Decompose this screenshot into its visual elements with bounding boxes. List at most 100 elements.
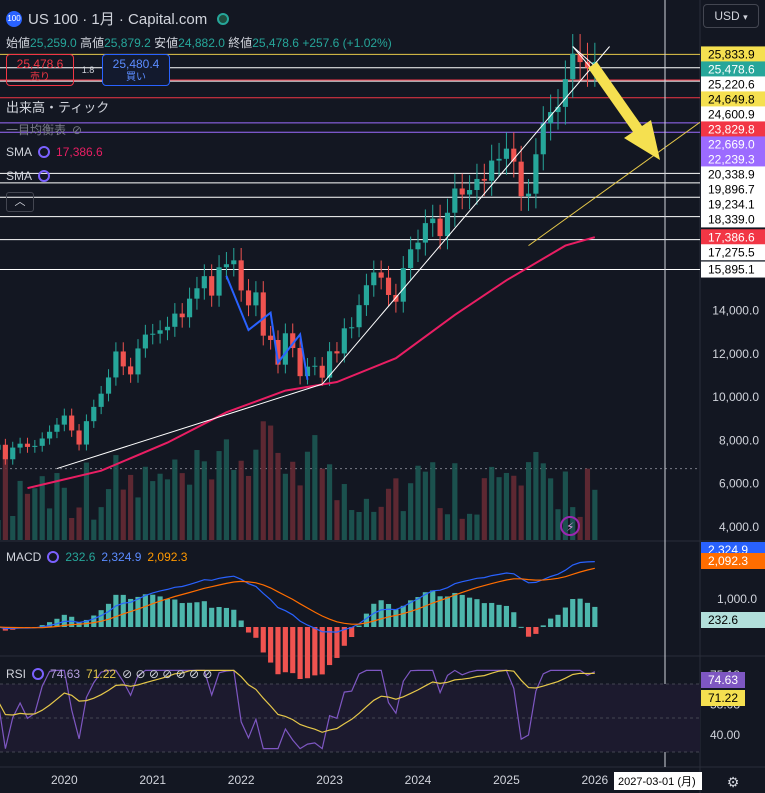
macd-label: MACD xyxy=(6,550,42,564)
candle-body xyxy=(444,212,451,237)
volume-legend[interactable]: 出来高・ティック xyxy=(6,97,109,116)
volume-bar xyxy=(10,515,16,540)
macd-histogram-bar xyxy=(341,627,347,646)
macd-histogram-bar xyxy=(164,598,171,627)
currency-select[interactable]: USD ▾ xyxy=(703,4,759,28)
volume-bar xyxy=(349,510,355,540)
volume-bar xyxy=(437,508,443,540)
macd-histogram-bar xyxy=(474,599,480,627)
price-level-tag xyxy=(701,244,765,261)
macd-histogram-bar xyxy=(349,627,355,638)
macd-histogram-bar xyxy=(238,620,244,627)
sell-button[interactable]: 25,478.6 売り xyxy=(6,54,74,86)
volume-bar xyxy=(408,483,414,540)
macd-histogram-bar xyxy=(489,602,495,627)
time-tick-label: 2022 xyxy=(228,773,255,787)
close-value: 25,478.6 xyxy=(252,36,299,50)
candle-body xyxy=(437,218,443,237)
price-tick-label: 10,000.0 xyxy=(712,390,759,404)
volume-bar xyxy=(24,493,31,540)
candle-body xyxy=(260,292,266,336)
rsi-tag-label: 74.63 xyxy=(708,673,738,687)
macd-histogram-bar xyxy=(393,609,399,627)
collapse-legend[interactable]: ︿ xyxy=(6,192,34,212)
macd-histogram-bar xyxy=(231,609,237,627)
macd-histogram-bar xyxy=(69,616,75,627)
candle-body xyxy=(570,53,576,80)
macd-histogram-bar xyxy=(282,627,288,673)
rsi-label: RSI xyxy=(6,667,27,681)
macd-histogram-bar xyxy=(496,604,502,627)
volume-bar xyxy=(2,455,8,540)
volume-bar xyxy=(83,462,89,540)
macd-legend[interactable]: MACD 232.6 2,324.9 2,092.3 xyxy=(6,550,187,564)
symbol-header[interactable]: 100 US 100 · 1月 · Capital.com xyxy=(6,8,230,29)
price-level-tag xyxy=(701,61,765,78)
price-level-tag xyxy=(701,76,765,93)
candle-body xyxy=(223,264,229,268)
volume-bar xyxy=(105,489,112,540)
volume-bar xyxy=(32,488,38,540)
candle-body xyxy=(290,333,296,349)
volume-bar xyxy=(481,478,487,540)
candle-body xyxy=(76,430,82,445)
volume-bar xyxy=(245,475,252,540)
volume-bar xyxy=(260,421,266,540)
volume-bar xyxy=(503,472,509,540)
chevron-up-icon[interactable]: ︿ xyxy=(6,192,34,212)
macd-hist-value: 232.6 xyxy=(65,550,96,564)
candle-body xyxy=(511,148,517,162)
candle-body xyxy=(238,260,244,291)
rsi-ma-value: 71.22 xyxy=(86,667,117,681)
sma2-legend[interactable]: SMA xyxy=(6,169,51,183)
refresh-icon[interactable] xyxy=(32,668,45,680)
candle-body xyxy=(408,249,414,269)
rsi-legend[interactable]: RSI 74.63 71.22 ⊘ ⊘ ⊘ ⊘ ⊘ ⊘ ⊘ xyxy=(6,667,212,681)
candle-body xyxy=(179,313,185,318)
refresh-icon[interactable] xyxy=(47,551,60,563)
refresh-icon[interactable] xyxy=(38,170,51,182)
ichimoku-legend[interactable]: 一目均衡表 ⊘ xyxy=(6,121,82,138)
candle-body xyxy=(135,348,141,375)
macd-tag-label: 2,092.3 xyxy=(708,554,748,568)
sma1-label: SMA xyxy=(6,145,33,159)
candle-body xyxy=(327,351,333,378)
volume-bar xyxy=(548,478,554,540)
candle-body xyxy=(282,333,288,365)
candle-body xyxy=(356,305,362,328)
trade-panel: 25,478.6 売り 1.8 25,480.4 買い xyxy=(6,54,170,86)
price-level-label: 17,386.6 xyxy=(708,230,755,244)
volume-bar xyxy=(422,471,428,540)
currency-label: USD xyxy=(714,9,740,23)
volume-bar xyxy=(54,473,60,540)
price-tick-label: 8,000.0 xyxy=(719,433,759,447)
high-value: 25,879.2 xyxy=(104,36,151,50)
candle-body xyxy=(334,351,340,354)
candle-body xyxy=(98,393,104,407)
price-tick-label: 12,000.0 xyxy=(712,347,759,361)
candle-body xyxy=(194,288,200,299)
volume-bar xyxy=(238,460,244,540)
price-tick-label: 14,000.0 xyxy=(712,304,759,318)
volume-bar xyxy=(533,452,539,540)
volume-bar xyxy=(69,518,75,540)
low-value: 24,882.0 xyxy=(178,36,225,50)
volume-bar xyxy=(489,466,495,540)
macd-histogram-bar xyxy=(187,602,193,627)
sma1-legend[interactable]: SMA 17,386.6 xyxy=(6,145,103,159)
macd-histogram-bar xyxy=(437,596,443,627)
macd-histogram-bar xyxy=(592,606,598,627)
candle-body xyxy=(47,431,53,439)
refresh-icon[interactable] xyxy=(38,146,51,158)
macd-histogram-bar xyxy=(260,627,266,653)
volume-bar xyxy=(209,479,215,540)
macd-histogram-bar xyxy=(363,613,369,627)
volume-bar xyxy=(76,507,82,540)
buy-button[interactable]: 25,480.4 買い xyxy=(102,54,170,86)
candle-body xyxy=(216,267,222,296)
volume-bar xyxy=(113,455,119,540)
candle-body xyxy=(467,190,473,195)
eye-off-icon[interactable]: ⊘ xyxy=(72,122,83,137)
eye-off-icon[interactable]: ⊘ ⊘ ⊘ ⊘ ⊘ ⊘ ⊘ xyxy=(122,667,213,681)
